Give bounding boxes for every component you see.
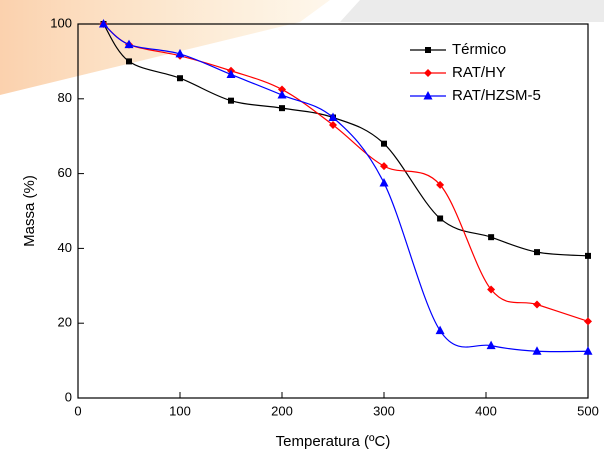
legend-marker <box>424 69 432 77</box>
y-tick-label: 80 <box>58 90 72 105</box>
marker <box>487 285 496 294</box>
marker <box>585 252 591 259</box>
marker <box>437 215 444 222</box>
x-axis-label: Temperatura (ºC) <box>276 433 391 450</box>
series-line <box>103 23 589 322</box>
marker <box>99 19 108 28</box>
background-decoration <box>340 0 604 22</box>
legend-label: RAT/HY <box>452 64 506 81</box>
marker <box>436 180 445 189</box>
marker <box>124 39 134 49</box>
marker <box>584 317 592 326</box>
legend-marker <box>425 47 431 53</box>
marker <box>329 120 337 129</box>
marker <box>381 140 387 147</box>
marker <box>486 340 496 350</box>
x-tick-label: 200 <box>271 403 293 418</box>
series-line <box>102 23 589 257</box>
series-line <box>103 23 589 353</box>
marker <box>278 85 286 94</box>
legend-label: Térmico <box>452 41 506 58</box>
x-tick-label: 0 <box>74 403 81 418</box>
marker <box>328 112 338 121</box>
marker <box>277 90 287 99</box>
y-tick-label: 20 <box>58 315 72 330</box>
marker <box>534 249 540 256</box>
marker <box>533 300 541 309</box>
x-tick-label: 400 <box>475 403 497 418</box>
x-tick-label: 500 <box>577 403 599 418</box>
marker <box>435 325 445 335</box>
y-axis-label: Massa (%) <box>21 175 38 247</box>
marker <box>380 162 388 171</box>
marker <box>279 105 285 112</box>
x-tick-label: 100 <box>169 403 191 418</box>
marker <box>126 58 132 65</box>
legend-label: RAT/HZSM-5 <box>452 87 541 104</box>
legend-marker <box>423 91 433 100</box>
marker <box>177 75 183 82</box>
marker <box>532 346 542 355</box>
y-tick-label: 0 <box>65 389 72 404</box>
marker <box>379 177 389 187</box>
y-tick-label: 100 <box>50 15 72 30</box>
marker <box>226 69 236 78</box>
y-tick-label: 40 <box>58 240 72 255</box>
marker <box>175 48 185 58</box>
marker <box>488 234 495 241</box>
marker <box>228 97 234 104</box>
marker <box>583 346 593 355</box>
x-tick-label: 300 <box>373 403 395 418</box>
y-tick-label: 60 <box>58 165 72 180</box>
plot-frame <box>77 23 589 399</box>
background-decoration <box>0 0 330 95</box>
